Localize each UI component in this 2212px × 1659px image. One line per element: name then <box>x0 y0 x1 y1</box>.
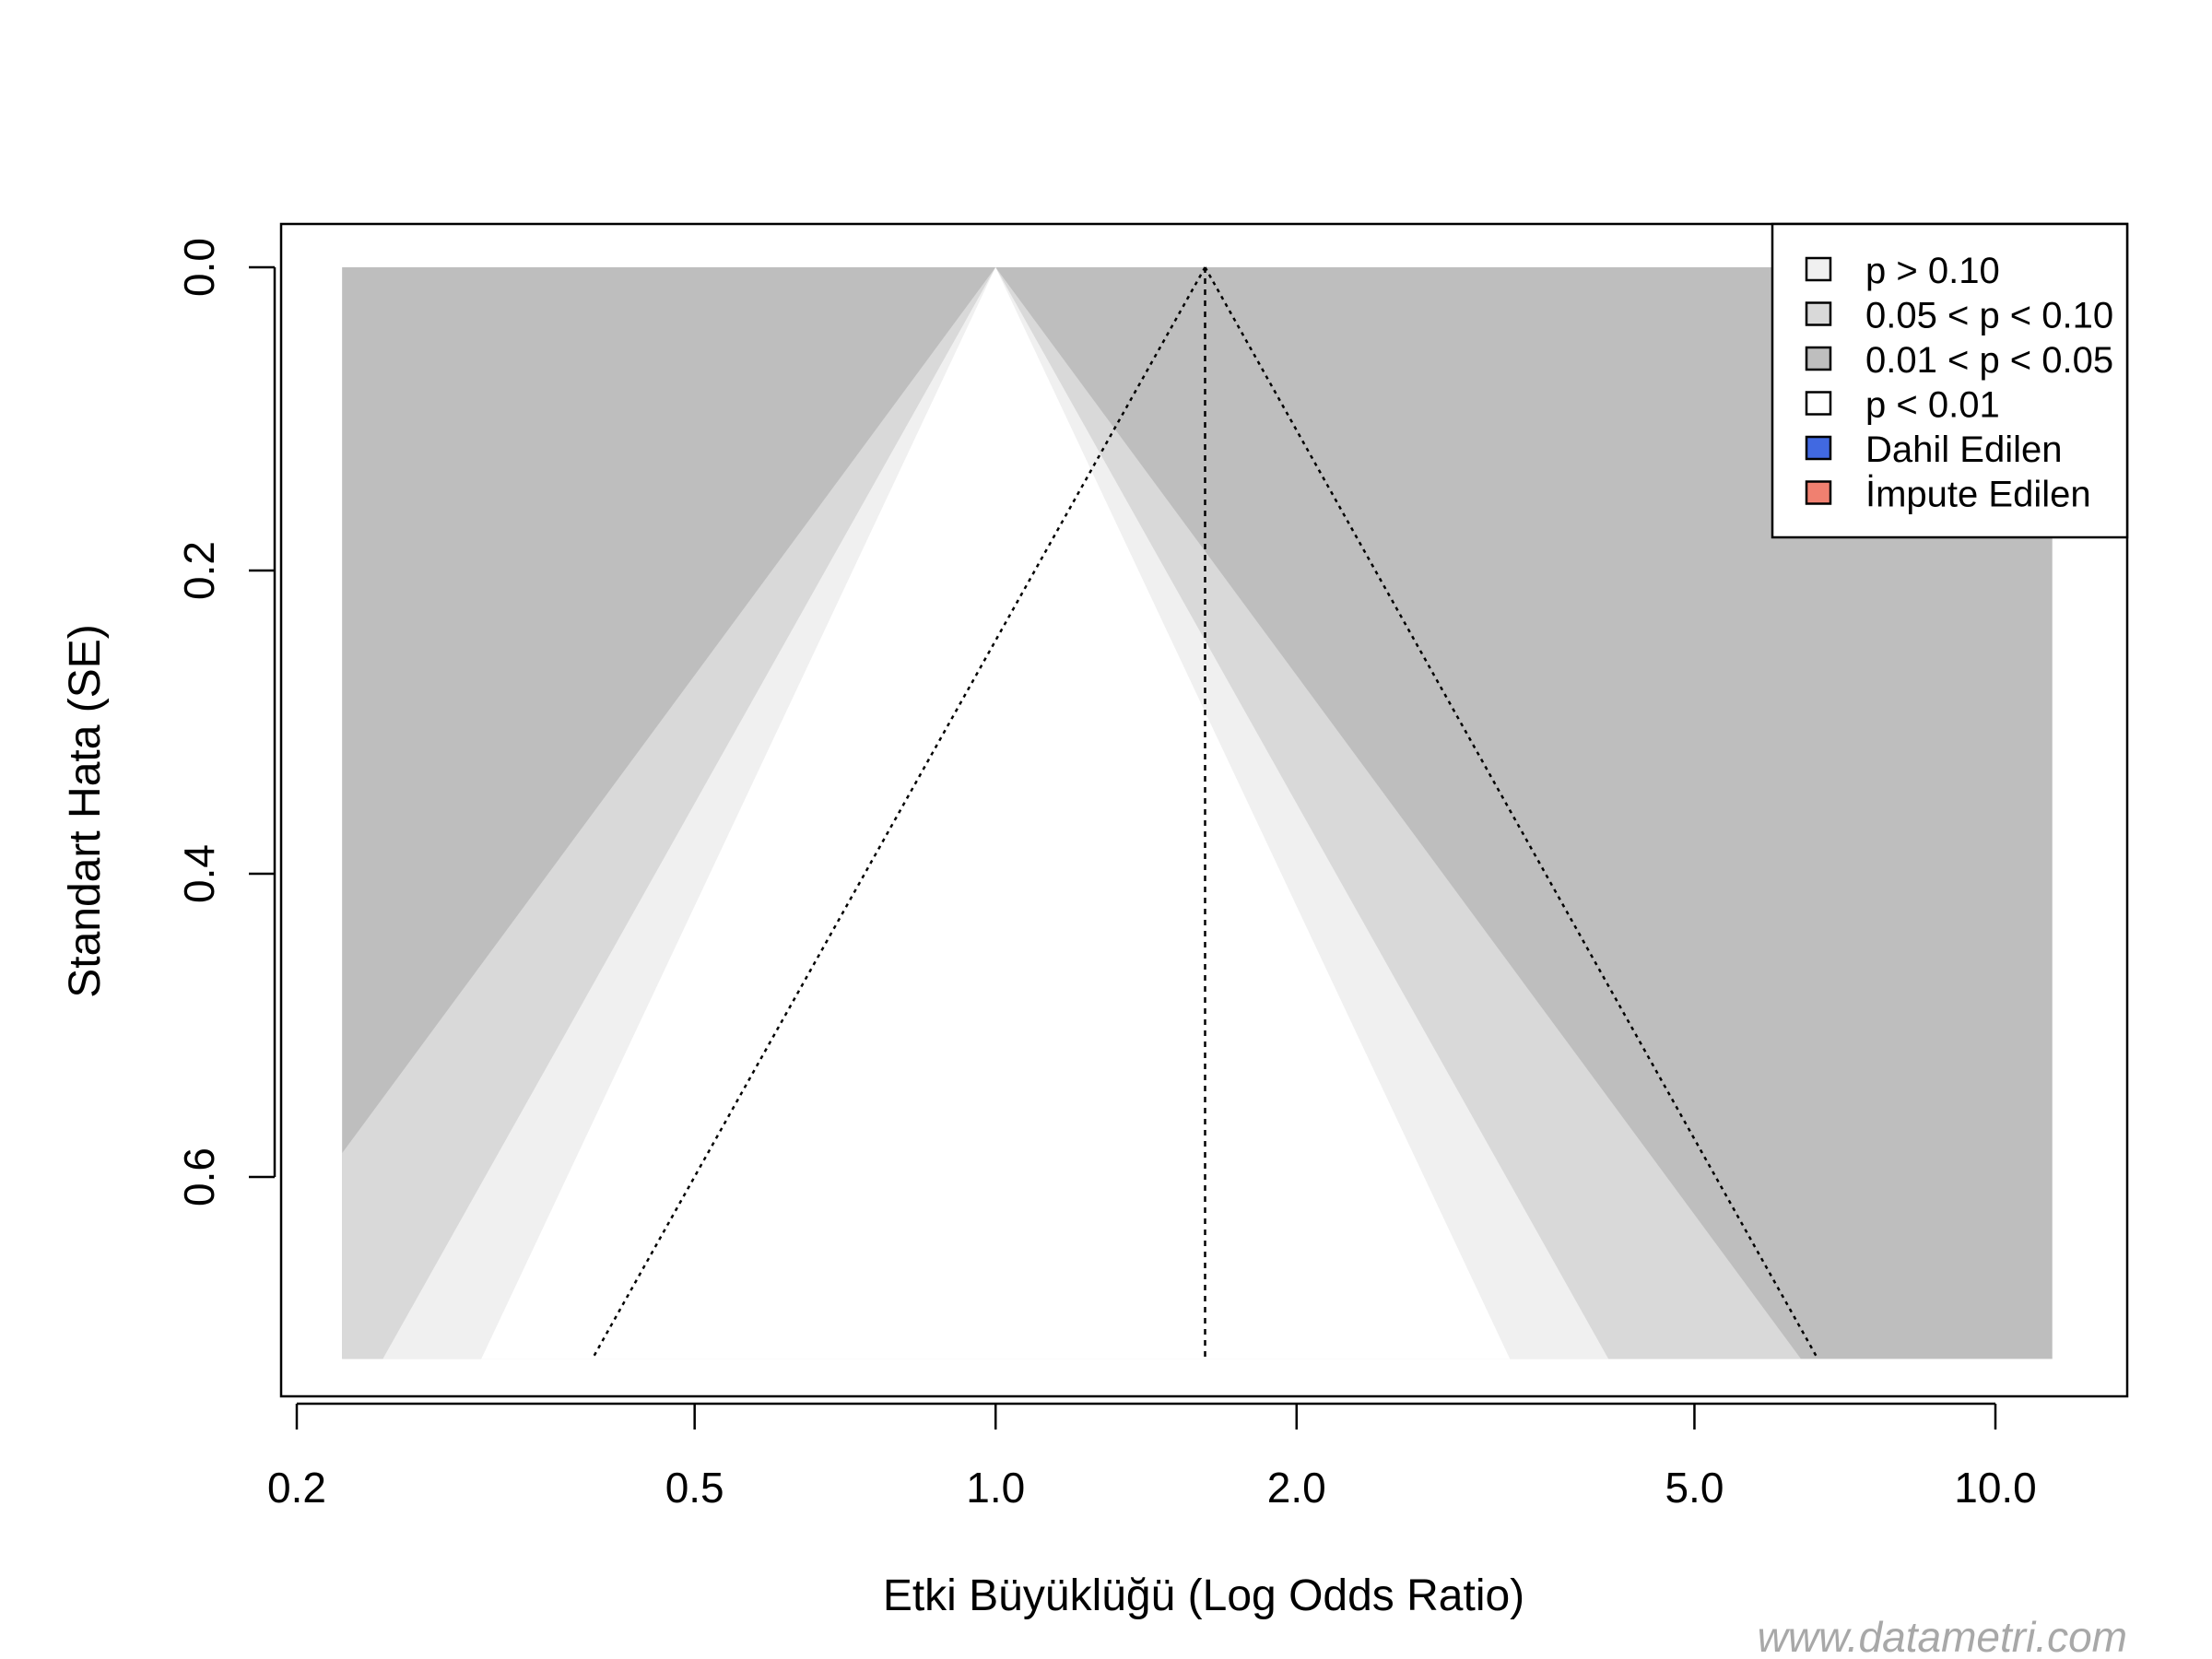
legend-swatch <box>1805 480 1832 505</box>
legend-label: 0.05 < p < 0.10 <box>1865 296 2113 336</box>
legend-swatch <box>1805 435 1832 461</box>
x-axis-title: Etki Büyüklüğü (Log Odds Ratio) <box>883 1571 1524 1620</box>
legend-label: 0.01 < p < 0.05 <box>1865 340 2113 381</box>
legend: p > 0.10 0.05 < p < 0.100.01 < p < 0.05p … <box>1771 222 2129 539</box>
x-tick-label: 1.0 <box>966 1464 1025 1512</box>
x-tick-label: 5.0 <box>1665 1464 1724 1512</box>
y-tick-label: 0.4 <box>175 844 223 903</box>
x-tick-label: 10.0 <box>1954 1464 2037 1512</box>
plot-frame <box>279 222 2129 1398</box>
legend-swatch <box>1805 256 1832 282</box>
contour-p-gt-010 <box>481 267 1511 1359</box>
x-tick-label: 0.2 <box>267 1464 326 1512</box>
y-axis-title: Standart Hata (SE) <box>61 624 110 998</box>
legend-label: Dahil Edilen <box>1865 429 2062 470</box>
legend-label: p > 0.10 <box>1865 251 2000 291</box>
reference-lines <box>591 266 1819 1360</box>
legend-swatch <box>1805 391 1832 416</box>
legend-label: p < 0.01 <box>1865 385 2000 426</box>
y-tick-label: 0.0 <box>175 238 223 297</box>
contour-regions <box>342 267 2053 1359</box>
x-tick-label: 0.5 <box>665 1464 724 1512</box>
legend-swatch <box>1805 301 1832 326</box>
legend-swatch <box>1805 346 1832 371</box>
watermark: www.datametri.com <box>1758 1613 2127 1659</box>
x-tick-label: 2.0 <box>1267 1464 1326 1512</box>
y-axis: 0.0 0.2 0.4 0.6 <box>175 238 276 1206</box>
y-tick-label: 0.6 <box>175 1147 223 1206</box>
funnel-left-boundary <box>591 266 1206 1360</box>
funnel-right-boundary <box>1204 266 1819 1360</box>
legend-label: İmpute Edilen <box>1865 474 2091 515</box>
y-tick-label: 0.2 <box>175 541 223 600</box>
x-axis: 0.2 0.5 1.0 2.0 5.0 10.0 <box>267 1402 2037 1512</box>
